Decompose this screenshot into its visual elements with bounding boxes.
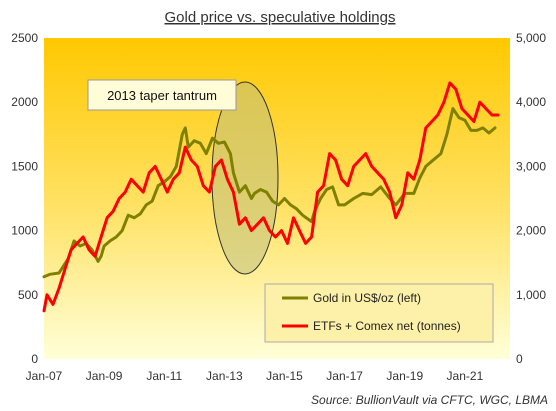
left-tick-label: 2000 bbox=[11, 95, 38, 109]
x-tick-label: Jan-09 bbox=[86, 369, 123, 383]
left-tick-label: 1500 bbox=[11, 159, 38, 173]
x-tick-label: Jan-21 bbox=[447, 369, 484, 383]
left-tick-label: 2500 bbox=[11, 31, 38, 45]
x-tick-label: Jan-07 bbox=[26, 369, 63, 383]
legend-box bbox=[264, 283, 494, 343]
right-tick-label: 2,000 bbox=[516, 224, 546, 238]
right-tick-label: 0 bbox=[516, 352, 523, 366]
x-tick-label: Jan-19 bbox=[386, 369, 423, 383]
legend-label-gold: Gold in US$/oz (left) bbox=[313, 291, 421, 305]
right-tick-label: 1,000 bbox=[516, 288, 546, 302]
left-axis: 0 500 1000 1500 2000 2500 bbox=[11, 31, 38, 366]
legend-label-etf: ETFs + Comex net (tonnes) bbox=[313, 319, 461, 333]
series-lines bbox=[42, 81, 500, 313]
right-axis: 0 1,000 2,000 3,000 4,000 5,000 bbox=[516, 31, 546, 366]
annotation-label: 2013 taper tantrum bbox=[107, 88, 217, 103]
left-tick-label: 500 bbox=[18, 288, 38, 302]
taper-tantrum-ellipse bbox=[211, 81, 279, 275]
etf-comex-line bbox=[42, 81, 500, 313]
legend: Gold in US$/oz (left) ETFs + Comex net (… bbox=[264, 283, 494, 343]
left-tick-label: 1000 bbox=[11, 224, 38, 238]
gold-price-line bbox=[42, 107, 497, 279]
x-tick-label: Jan-11 bbox=[146, 369, 182, 383]
right-tick-label: 5,000 bbox=[516, 31, 546, 45]
left-tick-label: 0 bbox=[31, 352, 38, 366]
x-axis: Jan-07 Jan-09 Jan-11 Jan-13 Jan-15 Jan-17 Jan-… bbox=[26, 369, 484, 383]
right-tick-label: 3,000 bbox=[516, 159, 546, 173]
x-tick-label: Jan-15 bbox=[266, 369, 303, 383]
annotation-box: 2013 taper tantrum bbox=[87, 79, 237, 111]
x-tick-label: Jan-17 bbox=[326, 369, 363, 383]
right-tick-label: 4,000 bbox=[516, 95, 546, 109]
chart-title: Gold price vs. speculative holdings bbox=[165, 9, 396, 26]
x-tick-label: Jan-13 bbox=[206, 369, 243, 383]
source-note: Source: BullionVault via CFTC, WGC, LBMA bbox=[311, 393, 548, 407]
